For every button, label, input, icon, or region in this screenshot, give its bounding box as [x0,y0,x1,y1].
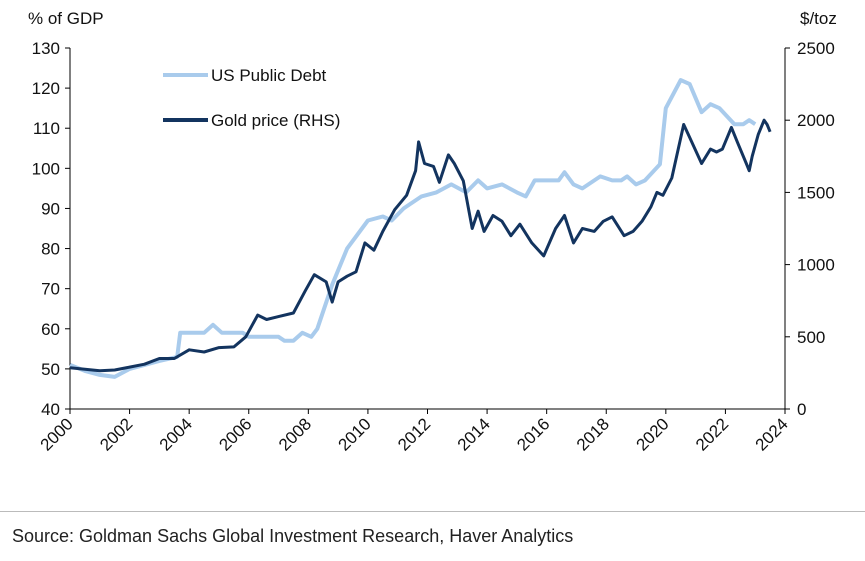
left-tick-label: 40 [41,400,60,419]
source-note: Source: Goldman Sachs Global Investment … [12,526,574,546]
right-tick-label: 500 [797,328,825,347]
right-axis-label: $/toz [800,9,837,28]
x-tick-label: 2010 [335,414,375,454]
x-tick-label: 2016 [513,414,553,454]
left-tick-label: 50 [41,360,60,379]
x-tick-label: 2020 [632,414,672,454]
x-tick-label: 2024 [752,414,792,454]
left-tick-label: 90 [41,199,60,218]
left-tick-label: 70 [41,280,60,299]
legend-label-gold: Gold price (RHS) [211,111,340,130]
x-tick-label: 2012 [394,414,434,454]
x-tick-label: 2002 [96,414,136,454]
right-tick-label: 0 [797,400,806,419]
left-tick-label: 110 [33,119,60,138]
left-tick-label: 120 [32,79,60,98]
left-tick-label: 100 [32,159,60,178]
x-tick-label: 2008 [275,414,315,454]
right-tick-label: 2500 [797,39,835,58]
legend: US Public Debt Gold price (RHS) [163,66,340,130]
gold-price-line [69,118,772,373]
left-tick-label: 130 [32,39,60,58]
x-tick-label: 2014 [454,414,494,454]
x-tick-label: 2018 [573,414,613,454]
us-public-debt-line [69,78,757,379]
x-tick-label: 2000 [37,414,77,454]
x-tick-label: 2004 [156,414,196,454]
left-tick-label: 60 [41,320,60,339]
x-tick-label: 2022 [692,414,732,454]
x-tick-label: 2006 [215,414,255,454]
left-tick-label: 80 [41,240,60,259]
left-axis-label: % of GDP [28,9,104,28]
right-tick-label: 2000 [797,111,835,130]
right-tick-label: 1500 [797,183,835,202]
divider [0,511,865,512]
legend-label-debt: US Public Debt [211,66,327,85]
right-tick-label: 1000 [797,256,835,275]
dual-axis-line-chart: % of GDP $/toz 40 50 60 70 80 90 100 110 120 130 0… [28,9,837,455]
